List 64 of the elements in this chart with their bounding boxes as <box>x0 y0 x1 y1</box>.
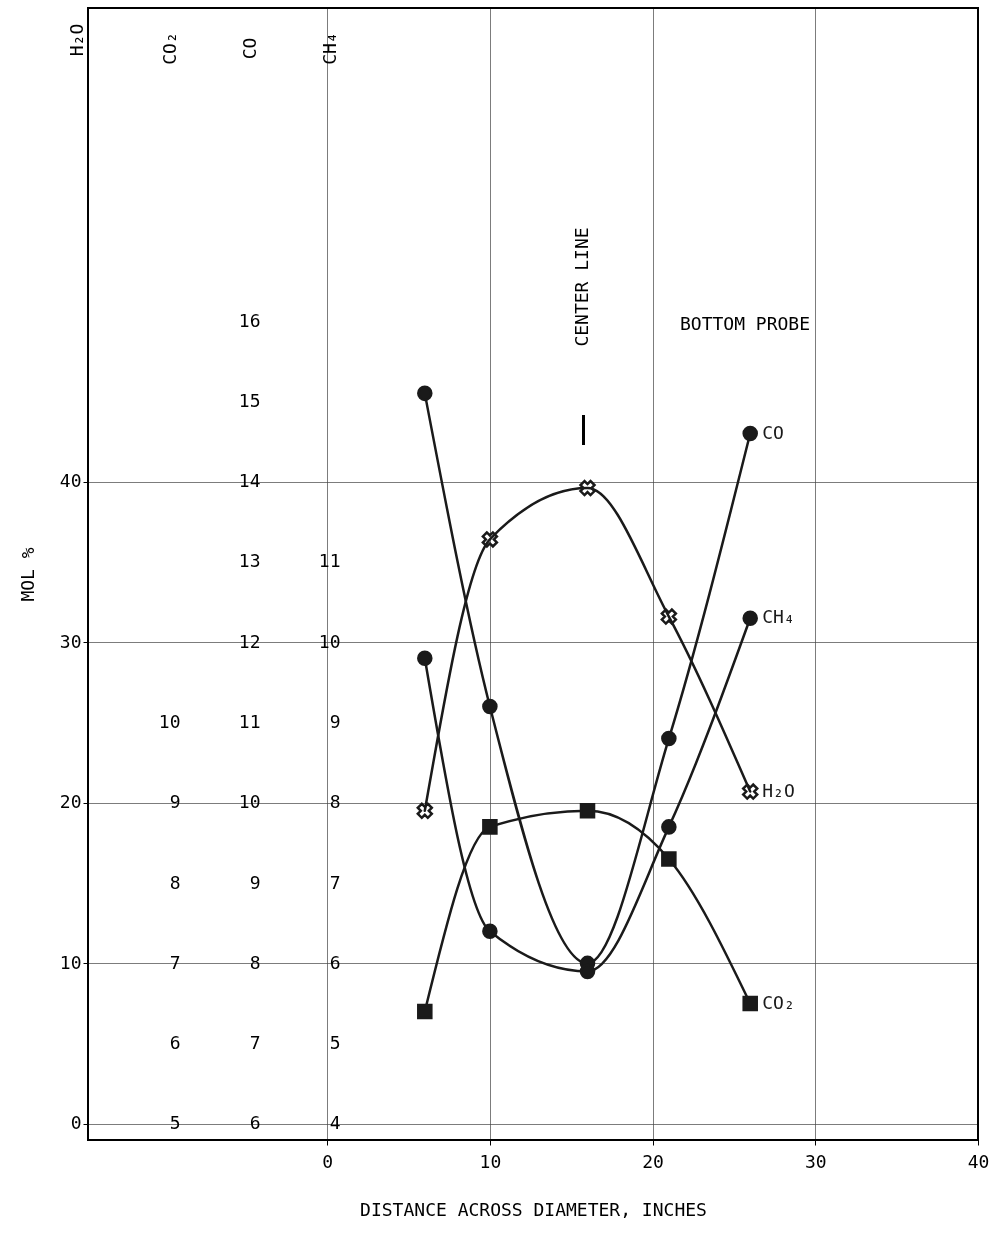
y-tick-label: 10 <box>59 951 82 973</box>
point <box>416 802 434 820</box>
y2-tick-label: 9 <box>169 791 181 813</box>
y-tick-label: 30 <box>59 630 82 652</box>
y-tick-label: 10 <box>318 630 341 652</box>
y-axis-title: CH₄ <box>318 32 340 65</box>
series-label: CO₂ <box>762 991 795 1013</box>
point <box>579 479 596 497</box>
y3-tick-label: 10 <box>238 791 261 813</box>
y-tick-label: 7 <box>329 871 341 893</box>
y-tick-label: 11 <box>318 550 341 572</box>
point <box>417 650 433 667</box>
y2-tick-label: 8 <box>169 871 181 893</box>
point <box>660 608 678 625</box>
y-tick-label: 6 <box>329 951 341 973</box>
y3-tick-label: 14 <box>238 470 261 492</box>
series-label: CO <box>762 421 784 443</box>
annotation: CENTER LINE <box>571 227 592 347</box>
point <box>661 730 677 747</box>
y2-tick-label: 10 <box>158 711 181 733</box>
point <box>481 531 499 548</box>
x-axis-title: DISTANCE ACROSS DIAMETER, INCHES <box>360 1198 707 1220</box>
series-label: H₂O <box>762 779 795 801</box>
point <box>742 610 758 626</box>
x-tick-label: 30 <box>804 1150 827 1172</box>
point <box>741 783 759 800</box>
y3-tick-label: 8 <box>249 951 261 973</box>
y3-tick-label: 9 <box>249 871 261 893</box>
point <box>417 1003 433 1020</box>
point <box>482 698 498 715</box>
point <box>742 425 758 442</box>
y3-tick-label: 6 <box>249 1112 261 1134</box>
x-tick-label: 40 <box>967 1150 990 1172</box>
x-tick-label: 20 <box>642 1150 664 1172</box>
point <box>579 803 596 819</box>
point <box>482 819 498 835</box>
series-label: CH₄ <box>762 606 795 628</box>
y-tick-label: 40 <box>59 470 82 492</box>
y3-tick-label: 11 <box>238 711 261 733</box>
y-axis-title: MOL % <box>16 547 38 602</box>
annotation: BOTTOM PROBE <box>680 313 811 334</box>
text: H₂O <box>66 23 87 57</box>
y2-axis-title: CO₂ <box>158 32 180 65</box>
point <box>661 851 677 867</box>
y3-tick-label: 15 <box>238 389 261 411</box>
y-tick-label: 4 <box>329 1112 341 1134</box>
y-tick-label: 20 <box>59 791 82 813</box>
y3-axis-title: CO <box>238 37 260 60</box>
y2-tick-label: 6 <box>169 1032 181 1054</box>
y3-tick-label: 16 <box>238 309 261 331</box>
y3-tick-label: 13 <box>238 550 261 572</box>
point <box>661 819 677 835</box>
y-tick-label: 8 <box>329 791 341 813</box>
y3-tick-label: 7 <box>249 1032 261 1054</box>
point <box>417 385 433 402</box>
point <box>742 995 758 1012</box>
y2-tick-label: 5 <box>169 1112 181 1134</box>
y-tick-label: 9 <box>329 711 341 733</box>
y-tick-label: 0 <box>70 1112 82 1134</box>
point <box>482 923 498 940</box>
y2-tick-label: 7 <box>169 951 181 973</box>
x-tick-label: 10 <box>479 1150 502 1172</box>
y-tick-label: 5 <box>329 1032 341 1054</box>
y3-tick-label: 12 <box>238 630 261 652</box>
